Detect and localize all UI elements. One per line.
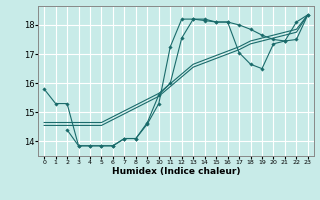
X-axis label: Humidex (Indice chaleur): Humidex (Indice chaleur) <box>112 167 240 176</box>
